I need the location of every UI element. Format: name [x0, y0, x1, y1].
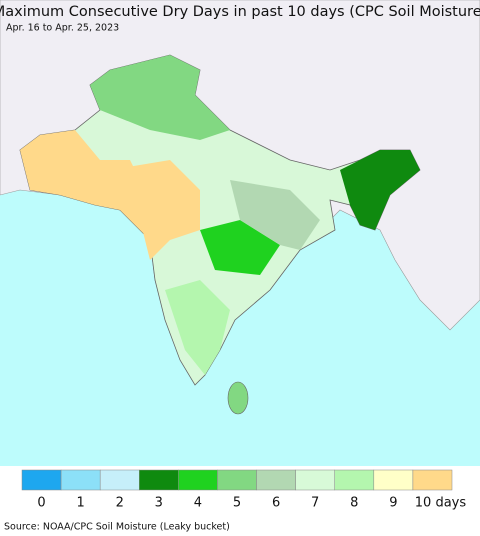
legend-label: 9 [389, 496, 397, 511]
legend-swatch [373, 469, 414, 491]
legend-swatch [60, 469, 101, 491]
legend-label: 1 [76, 496, 84, 511]
legend-swatch [139, 469, 179, 491]
title: Maximum Consecutive Dry Days in past 10 … [0, 4, 480, 20]
legend-swatch [412, 469, 453, 491]
dry-central [110, 160, 200, 260]
legend: 0 1 2 3 4 5 6 7 8 9 10 days [21, 469, 467, 511]
source: Source: NOAA/CPC Soil Moisture (Leaky bu… [4, 522, 230, 533]
legend-label: 10 days [415, 496, 467, 511]
subtitle: Apr. 16 to Apr. 25, 2023 [6, 23, 119, 34]
legend-swatch [217, 469, 257, 491]
dry-west [20, 130, 150, 240]
legend-swatch [21, 469, 62, 491]
legend-swatch [99, 469, 140, 491]
sri-lanka [227, 381, 249, 415]
legend-label: 8 [350, 496, 358, 511]
legend-label: 0 [37, 496, 45, 511]
central-green [200, 220, 280, 275]
legend-swatch [256, 469, 296, 491]
east-green [230, 180, 320, 250]
legend-label: 4 [194, 496, 202, 511]
legend-label: 3 [155, 496, 163, 511]
legend-label: 5 [233, 496, 241, 511]
legend-label: 7 [311, 496, 319, 511]
legend-swatch [295, 469, 335, 491]
legend-swatch [178, 469, 218, 491]
south-green [165, 280, 230, 375]
legend-label: 6 [272, 496, 280, 511]
northeast-green [340, 150, 420, 230]
legend-swatch [334, 469, 375, 491]
north-green [90, 55, 230, 140]
legend-label: 2 [116, 496, 124, 511]
